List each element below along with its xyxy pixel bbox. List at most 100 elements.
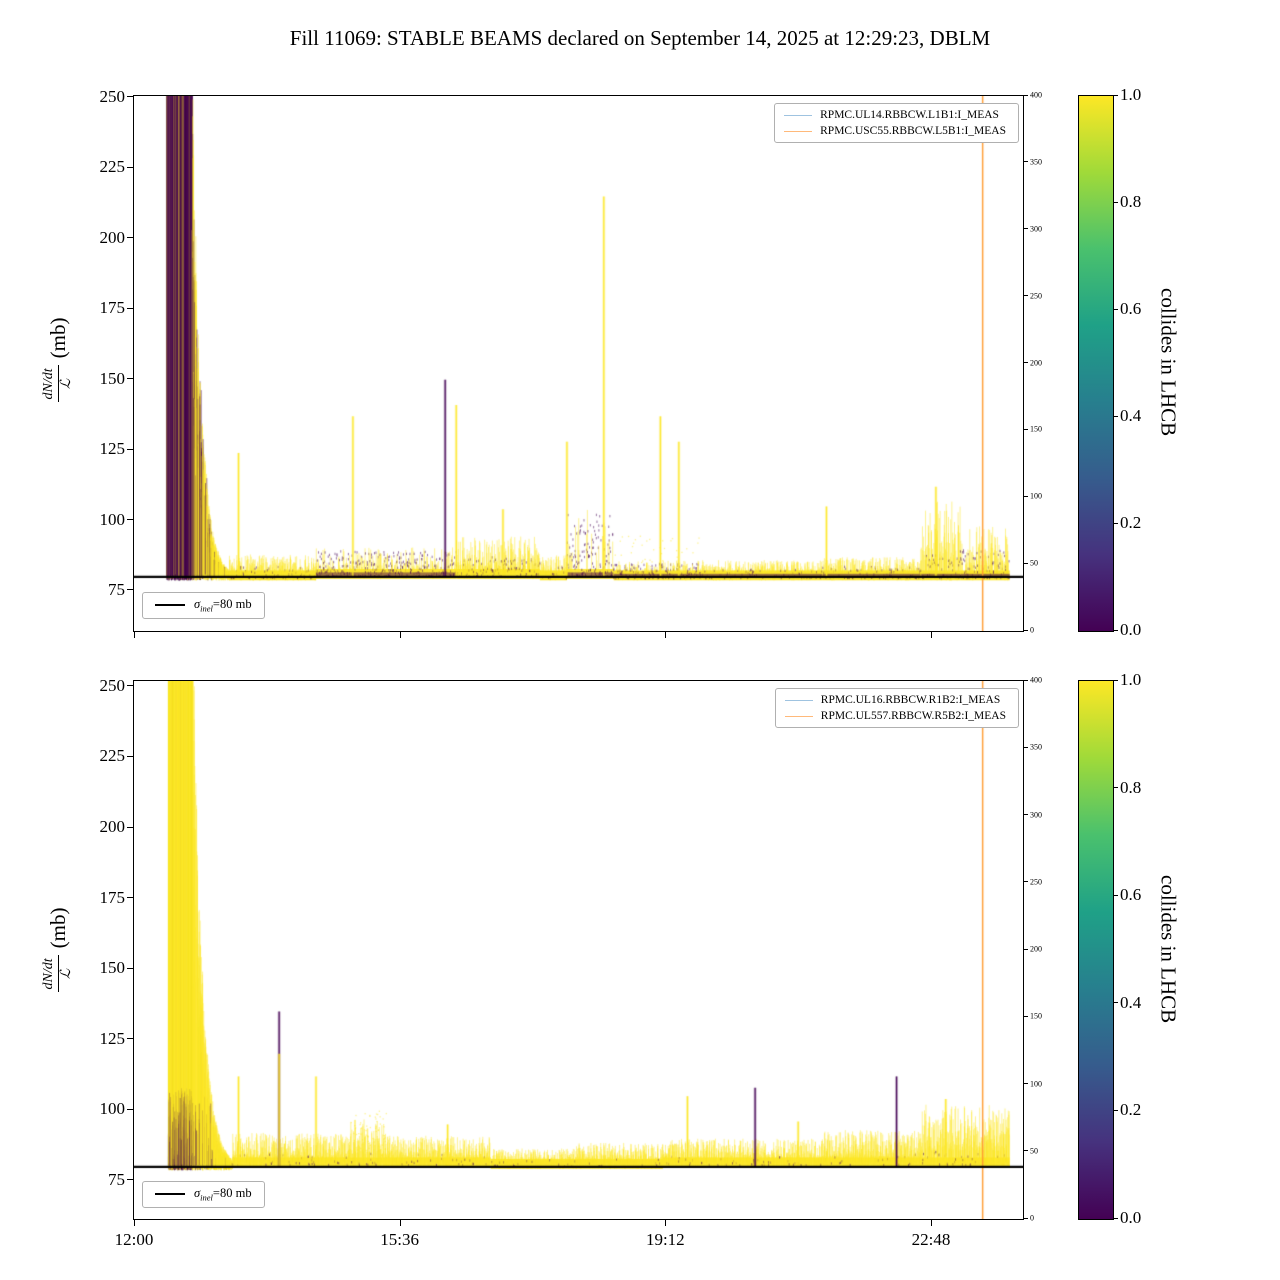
right-tick-mark (1024, 679, 1028, 681)
y-axis-label-top: dN/dt ℒ (mb) (30, 280, 86, 440)
colorbar-tick-mark (1114, 94, 1118, 96)
x-tick-mark (931, 1220, 932, 1226)
y-tick-label: 200 (99, 817, 126, 837)
y-tick-mark (127, 685, 133, 687)
colorbar-tick-label: 1.0 (1120, 85, 1142, 104)
colorbar-tick-mark (1114, 308, 1118, 310)
sigma-legend-bottom: σinel=80 mb (142, 1181, 265, 1208)
y-axis-label-bottom: dN/dt ℒ (mb) (30, 870, 86, 1030)
right-tick-mark (1024, 1083, 1028, 1084)
colorbar-tick-label: 0.4 (1120, 406, 1142, 425)
sigma-line-sample (155, 1193, 185, 1196)
right-tick-label: 400 (1030, 90, 1042, 100)
y-tick-mark (127, 1108, 133, 1110)
right-tick-label: 100 (1030, 491, 1042, 501)
right-tick-label: 0 (1030, 625, 1034, 635)
colorbar-tick-mark (1114, 679, 1118, 681)
legend-bottom: RPMC.UL16.RBBCW.R1B2:I_MEAS RPMC.UL557.R… (774, 688, 1019, 728)
right-tick-mark (1024, 746, 1028, 748)
y-tick-label: 250 (99, 86, 126, 106)
y-tick-label: 250 (99, 675, 126, 695)
legend-entry: RPMC.UL16.RBBCW.R1B2:I_MEAS (784, 694, 1006, 706)
colorbar-tick-label: 0.0 (1120, 1208, 1142, 1227)
y-tick-label: 175 (99, 298, 126, 318)
sigma-label: σinel=80 mb (194, 1186, 252, 1203)
colorbar-tick-mark (1114, 1217, 1118, 1219)
y-axis-numerator: dN/dt (41, 955, 59, 993)
right-tick-label: 200 (1030, 944, 1042, 954)
right-tick-mark (1024, 161, 1028, 163)
y-tick-mark (127, 96, 133, 98)
sigma-label: σinel=80 mb (194, 597, 252, 614)
right-tick-mark (1024, 1150, 1028, 1152)
sigma-symbol: σ (194, 597, 201, 611)
y-tick-label: 150 (99, 368, 126, 388)
right-tick-label: 200 (1030, 358, 1042, 367)
sigma-line-sample (155, 604, 185, 607)
y-tick-label: 225 (99, 746, 126, 766)
legend-entry: RPMC.USC55.RBBCW.L5B1:I_MEAS (784, 125, 1006, 137)
right-tick-label: 300 (1030, 810, 1042, 819)
colorbar-tick-label: 0.6 (1120, 885, 1142, 905)
x-tick-mark (399, 632, 401, 638)
x-tick-mark (399, 1220, 401, 1226)
x-tick-label: 15:36 (380, 1230, 420, 1249)
y-tick-mark (127, 166, 133, 168)
right-tick-mark (1024, 814, 1028, 815)
x-tick-mark (665, 632, 667, 638)
y-tick-mark (127, 897, 133, 899)
right-tick-label: 250 (1030, 291, 1042, 301)
y-axis-denominator: ℒ (58, 968, 74, 979)
y-tick-label: 200 (99, 227, 126, 247)
sigma-value: =80 mb (212, 1186, 252, 1200)
y-axis-fraction: dN/dt ℒ (41, 955, 74, 993)
y-tick-label: 100 (99, 1099, 126, 1119)
y-tick-mark (127, 378, 133, 380)
y-axis-fraction: dN/dt ℒ (41, 365, 74, 403)
colorbar-tick-mark (1114, 629, 1118, 631)
x-tick-label: 19:12 (645, 1230, 685, 1249)
colorbar-tick-label: 0.8 (1120, 192, 1142, 211)
series-label: RPMC.UL16.RBBCW.R1B2:I_MEAS (820, 694, 1001, 706)
series-line-sample (784, 699, 813, 701)
sigma-subscript: inel (200, 1192, 213, 1203)
right-tick-mark (1024, 428, 1028, 430)
y-tick-label: 75 (108, 1169, 125, 1189)
y-tick-mark (127, 967, 133, 969)
right-tick-label: 350 (1030, 157, 1042, 167)
y-tick-label: 100 (99, 509, 126, 529)
x-tick-mark (134, 632, 135, 638)
y-axis-numerator: dN/dt (41, 365, 59, 403)
right-tick-label: 50 (1030, 558, 1038, 568)
legend-top: RPMC.UL14.RBBCW.L1B1:I_MEAS RPMC.USC55.R… (774, 103, 1019, 143)
y-tick-label: 125 (99, 439, 126, 459)
right-tick-mark (1024, 362, 1028, 363)
x-tick-mark (665, 1220, 667, 1226)
colorbar-tick-label: 0.6 (1120, 299, 1142, 318)
y-tick-mark (127, 307, 133, 309)
y-tick-label: 150 (99, 958, 126, 978)
right-tick-mark (1024, 495, 1028, 497)
right-tick-label: 400 (1030, 675, 1042, 685)
series-label: RPMC.UL557.RBBCW.R5B2:I_MEAS (820, 710, 1006, 722)
colorbar-tick-label: 0.0 (1120, 620, 1142, 639)
y-tick-mark (127, 1038, 133, 1040)
y-axis-unit: (mb) (45, 317, 70, 359)
colorbar-tick-mark (1114, 201, 1118, 203)
y-tick-mark (127, 237, 133, 239)
plot-area-bottom: RPMC.UL16.RBBCW.R1B2:I_MEAS RPMC.UL557.R… (133, 680, 1024, 1220)
series-line-sample (784, 715, 813, 717)
right-tick-mark (1024, 1015, 1028, 1017)
legend-entry: RPMC.UL557.RBBCW.R5B2:I_MEAS (784, 710, 1006, 722)
y-tick-label: 225 (99, 157, 126, 177)
right-tick-mark (1024, 881, 1028, 883)
colorbar-tick-label: 0.2 (1120, 513, 1142, 532)
colorbar-tick-mark (1114, 1002, 1118, 1004)
right-tick-label: 250 (1030, 877, 1042, 887)
right-tick-label: 0 (1030, 1213, 1034, 1223)
right-tick-label: 350 (1030, 742, 1042, 752)
colorbar-tick-mark (1114, 894, 1118, 896)
figure-title: Fill 11069: STABLE BEAMS declared on Sep… (289, 26, 991, 50)
colorbar-tick-label: 0.4 (1120, 992, 1142, 1012)
